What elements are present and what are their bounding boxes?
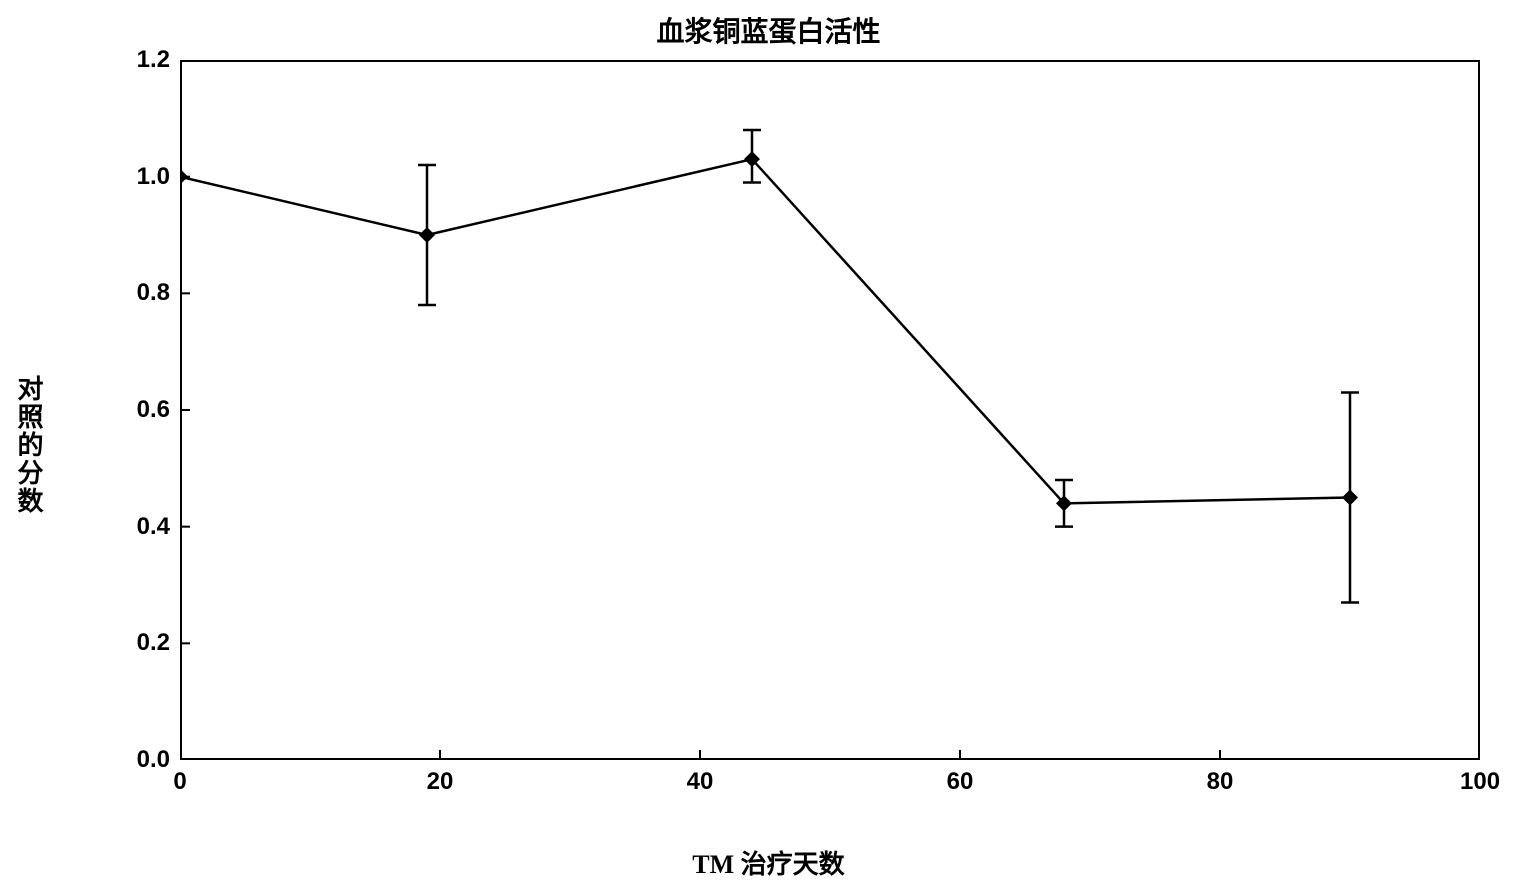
y-tick-label: 0.0 <box>137 746 170 774</box>
y-tick-label: 1.0 <box>137 163 170 191</box>
chart-title: 血浆铜蓝蛋白活性 <box>0 10 1537 50</box>
y-tick-label: 0.8 <box>137 279 170 307</box>
chart-container: 血浆铜蓝蛋白活性 对照的分数 TM 治疗天数 0204060801000.00.… <box>0 0 1537 889</box>
y-axis-label: 对照的分数 <box>10 375 47 515</box>
x-axis-label: TM 治疗天数 <box>0 844 1537 881</box>
x-tick-label: 100 <box>1460 768 1500 796</box>
x-tick-label: 80 <box>1200 768 1240 796</box>
y-tick-label: 1.2 <box>137 46 170 74</box>
y-tick-label: 0.2 <box>137 629 170 657</box>
plot-svg <box>180 60 1480 760</box>
x-tick-label: 40 <box>680 768 720 796</box>
y-tick-label: 0.6 <box>137 396 170 424</box>
y-tick-label: 0.4 <box>137 513 170 541</box>
x-tick-label: 20 <box>420 768 460 796</box>
x-tick-label: 60 <box>940 768 980 796</box>
